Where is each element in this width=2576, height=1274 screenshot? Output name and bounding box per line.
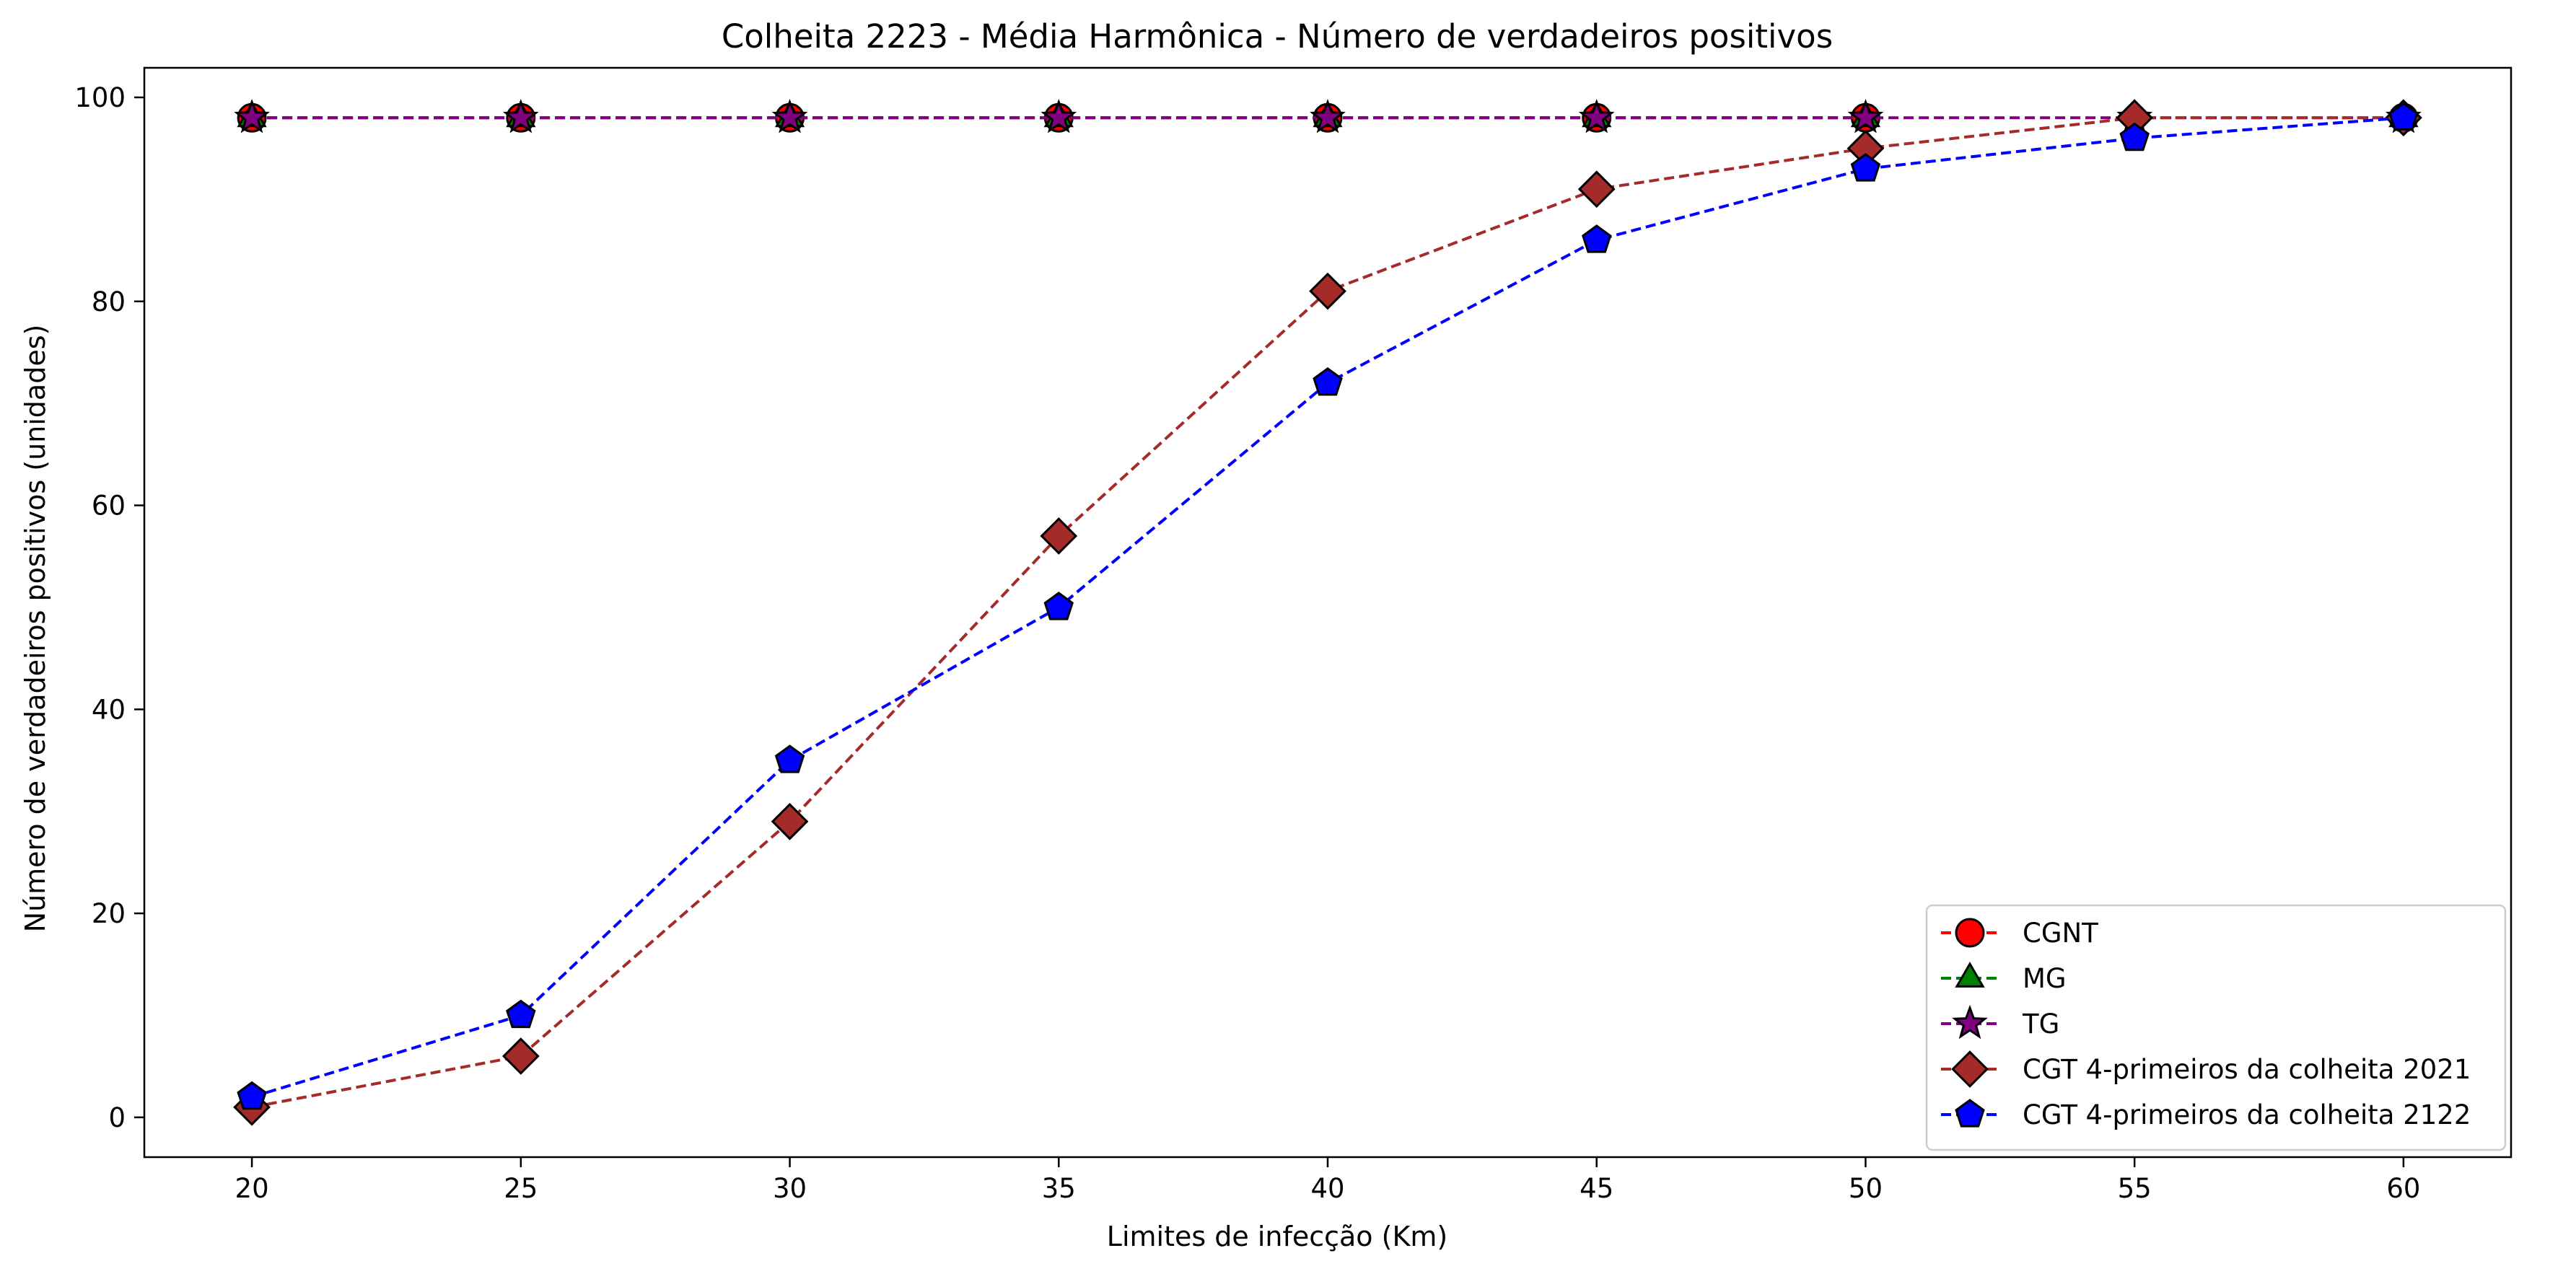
x-tick-label: 30 xyxy=(773,1173,807,1204)
legend-item: CGNT xyxy=(1941,918,2098,949)
data-point xyxy=(2388,102,2419,131)
x-tick-label: 55 xyxy=(2118,1173,2152,1204)
legend-label: CGT 4-primeiros da colheita 2122 xyxy=(2023,1099,2471,1130)
data-point xyxy=(1041,99,1077,133)
data-point xyxy=(1578,99,1615,133)
x-tick-label: 50 xyxy=(1849,1173,1883,1204)
data-point xyxy=(2119,122,2150,151)
data-point xyxy=(1310,99,1346,133)
legend-item: CGT 4-primeiros da colheita 2122 xyxy=(1941,1099,2471,1130)
x-tick-label: 35 xyxy=(1042,1173,1076,1204)
y-tick-label: 80 xyxy=(92,286,126,317)
y-axis-label: Número de verdadeiros positivos (unidade… xyxy=(19,325,51,933)
y-tick-label: 60 xyxy=(92,491,126,522)
legend-label: CGT 4-primeiros da colheita 2021 xyxy=(2023,1054,2471,1085)
plot-area: 20 25 30 35 40 45 50 55 60 0 20 40 60 80 100 xyxy=(74,82,2422,1204)
legend-label: TG xyxy=(2022,1009,2059,1040)
legend-marker xyxy=(1955,961,1985,988)
data-point xyxy=(1043,592,1074,620)
y-tick-label: 20 xyxy=(92,898,126,929)
data-point xyxy=(501,1037,540,1075)
data-point xyxy=(1577,170,1616,208)
data-point xyxy=(506,999,536,1029)
y-tick-label: 0 xyxy=(108,1102,126,1133)
data-point xyxy=(237,1081,267,1110)
data-point xyxy=(1040,517,1078,555)
data-point xyxy=(1313,367,1343,396)
x-tick-label: 45 xyxy=(1580,1173,1613,1204)
legend: CGNT MG TG CGT 4-primeiros da colheita 2021… xyxy=(1925,904,2507,1151)
legend-item: TG xyxy=(1941,1004,2059,1040)
legend-marker xyxy=(1951,1050,1989,1088)
axis-ticks: 20 25 30 35 40 45 50 55 60 0 20 40 60 80 100 xyxy=(74,82,2420,1204)
data-point xyxy=(774,744,805,773)
data-point xyxy=(771,802,809,840)
legend-item: CGT 4-primeiros da colheita 2021 xyxy=(1941,1050,2471,1088)
data-point xyxy=(502,99,539,133)
legend-label: MG xyxy=(2023,963,2067,994)
data-point xyxy=(1847,99,1884,133)
y-tick-label: 40 xyxy=(92,694,126,725)
x-tick-label: 20 xyxy=(235,1173,269,1204)
legend-marker xyxy=(1955,918,1985,948)
x-axis-label: Limites de infecção (Km) xyxy=(1107,1221,1447,1252)
legend-item: MG xyxy=(1941,961,2067,994)
chart-title: Colheita 2223 - Média Harmônica - Número… xyxy=(722,17,1833,56)
legend-label: CGNT xyxy=(2023,918,2098,949)
series-5 xyxy=(237,102,2419,1110)
data-point xyxy=(1582,224,1612,253)
legend-marker xyxy=(1952,1004,1988,1040)
plot-frame xyxy=(143,66,2513,1159)
data-point xyxy=(1309,272,1346,310)
data-point xyxy=(771,99,808,133)
x-tick-label: 25 xyxy=(504,1173,538,1204)
y-tick-label: 100 xyxy=(74,82,126,113)
x-tick-label: 60 xyxy=(2386,1173,2420,1204)
x-tick-label: 40 xyxy=(1310,1173,1344,1204)
legend-marker xyxy=(1955,1099,1985,1128)
data-point xyxy=(1850,153,1881,182)
data-point xyxy=(234,99,271,133)
legend-box xyxy=(1925,904,2507,1151)
